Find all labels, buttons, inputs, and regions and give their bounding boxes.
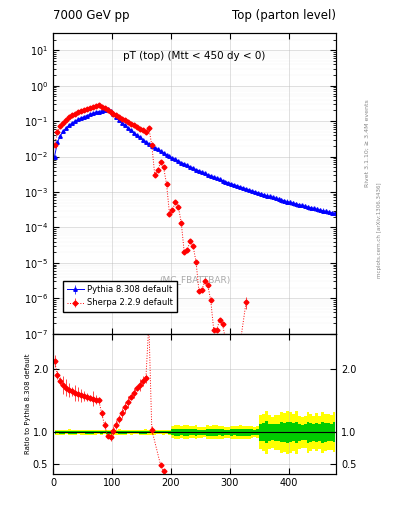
- Text: Rivet 3.1.10; ≥ 3.4M events: Rivet 3.1.10; ≥ 3.4M events: [365, 99, 370, 187]
- Text: Top (parton level): Top (parton level): [232, 9, 336, 22]
- Text: 7000 GeV pp: 7000 GeV pp: [53, 9, 130, 22]
- Text: pT (top) (Mtt < 450 dy < 0): pT (top) (Mtt < 450 dy < 0): [123, 51, 266, 61]
- Text: (MC_FBATTBAR): (MC_FBATTBAR): [159, 275, 230, 284]
- Y-axis label: Ratio to Pythia 8.308 default: Ratio to Pythia 8.308 default: [26, 353, 31, 454]
- Legend: Pythia 8.308 default, Sherpa 2.2.9 default: Pythia 8.308 default, Sherpa 2.2.9 defau…: [63, 281, 177, 312]
- Text: mcplots.cern.ch [arXiv:1306.3436]: mcplots.cern.ch [arXiv:1306.3436]: [377, 183, 382, 278]
